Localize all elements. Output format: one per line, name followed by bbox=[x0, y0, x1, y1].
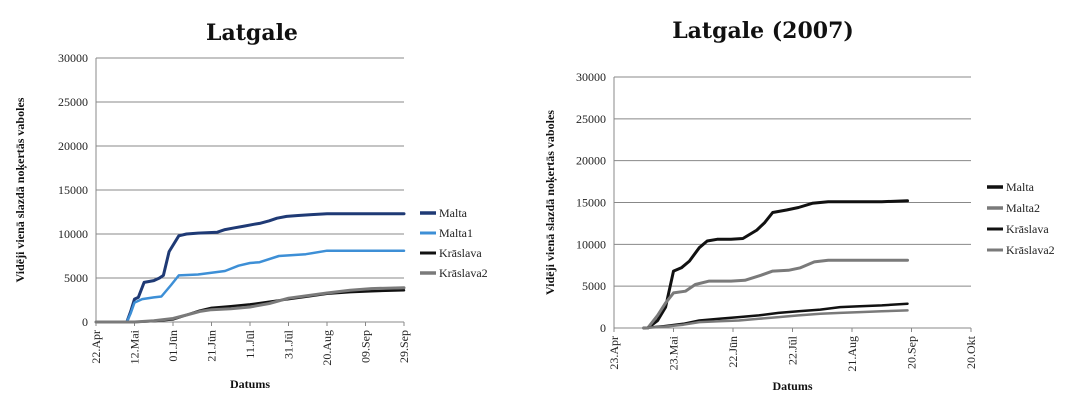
x-tick-label: 23.Apr bbox=[607, 336, 621, 370]
x-axis-title: Datums bbox=[772, 379, 812, 393]
x-tick-label: 12.Mai bbox=[128, 329, 142, 364]
y-tick-label: 0 bbox=[600, 321, 606, 335]
x-tick-label: 09.Sep bbox=[359, 330, 373, 363]
series-line-0 bbox=[642, 199, 909, 330]
y-tick-label: 0 bbox=[82, 315, 88, 329]
series-line-0 bbox=[111, 212, 406, 324]
y-axis-title: Vidēji vienā slazdā noķertās vaboles bbox=[543, 110, 558, 295]
y-tick-label: 20000 bbox=[576, 154, 606, 168]
legend-label: Krāslava bbox=[1006, 222, 1049, 236]
chart-latgale-2007: Latgale (2007) 0 5000 10000 15000 20000 25000 3… bbox=[543, 18, 1055, 393]
series-line-3 bbox=[94, 286, 406, 324]
x-axis-title: Datums bbox=[230, 377, 270, 391]
legend-label: Krāslava2 bbox=[439, 266, 488, 280]
y-tick-label: 20000 bbox=[58, 139, 88, 153]
y-tick-label: 5000 bbox=[64, 271, 88, 285]
y-tick-label: 15000 bbox=[576, 196, 606, 210]
legend-label: Malta1 bbox=[439, 226, 473, 240]
legend-label: Malta bbox=[439, 206, 468, 220]
x-tick-label: 29.Sep bbox=[397, 330, 411, 363]
series-line-1 bbox=[112, 249, 406, 324]
x-tick-label: 31.Jūl bbox=[282, 329, 296, 359]
x-tick-label: 21.Aug bbox=[845, 336, 859, 372]
x-tick-label: 23.Mai bbox=[667, 335, 681, 370]
y-tick-label: 10000 bbox=[58, 227, 88, 241]
x-tick-label: 22.Jūn bbox=[726, 336, 740, 368]
x-tick-label: 21.Jūn bbox=[205, 330, 219, 362]
x-tick-label: 20.Okt bbox=[964, 335, 978, 369]
y-tick-label: 15000 bbox=[58, 183, 88, 197]
x-tick-label: 20.Aug bbox=[320, 330, 334, 366]
x-tick-label: 22.Apr bbox=[89, 330, 103, 364]
chart-latgale: Latgale 0 5000 10000 15000 20000 25000 30000 22.… bbox=[13, 20, 488, 391]
x-tick-label: 11.Jūl bbox=[243, 329, 257, 358]
x-tick-label: 01.Jūn bbox=[166, 330, 180, 362]
y-tick-label: 10000 bbox=[576, 237, 606, 251]
x-tick-label: 20.Sep bbox=[905, 336, 919, 369]
x-tick-label: 22.Jūl bbox=[786, 335, 800, 365]
y-tick-label: 30000 bbox=[58, 51, 88, 65]
y-tick-label: 30000 bbox=[576, 70, 606, 84]
legend-label: Malta bbox=[1006, 180, 1035, 194]
legend-label: Malta2 bbox=[1006, 201, 1040, 215]
legend-label: Krāslava bbox=[439, 246, 482, 260]
y-axis-title: Vidēji vienā slazdā noķertās vaboles bbox=[13, 97, 28, 282]
y-tick-label: 25000 bbox=[58, 95, 88, 109]
series-line-3 bbox=[642, 309, 909, 330]
y-tick-label: 5000 bbox=[582, 279, 606, 293]
series-line-1 bbox=[642, 258, 909, 330]
legend-label: Krāslava2 bbox=[1006, 243, 1055, 257]
y-tick-label: 25000 bbox=[576, 112, 606, 126]
chart-title: Latgale bbox=[206, 20, 298, 46]
chart-title: Latgale (2007) bbox=[672, 18, 854, 44]
